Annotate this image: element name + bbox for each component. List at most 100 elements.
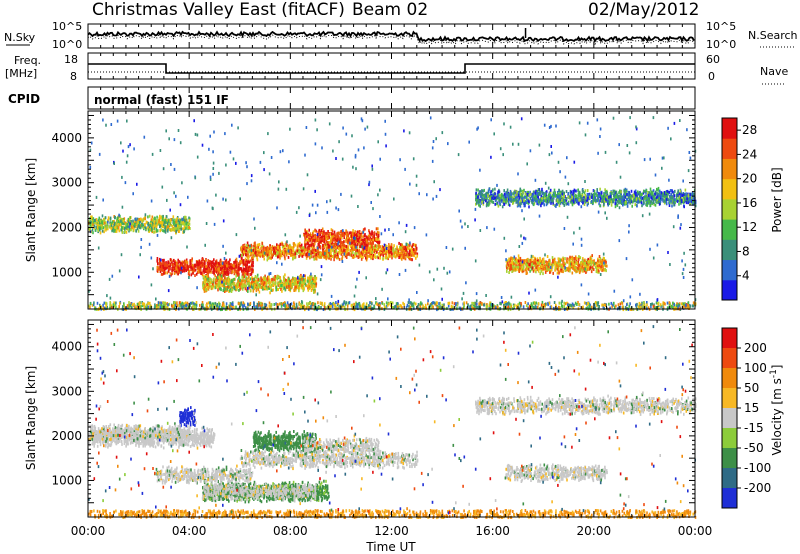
nsky-line xyxy=(87,30,695,43)
power-echo xyxy=(246,277,248,281)
power-echo xyxy=(305,248,307,252)
power-echo xyxy=(135,225,137,229)
power-echo xyxy=(181,262,183,266)
power-echo xyxy=(235,265,237,269)
power-echo xyxy=(203,262,206,266)
power-echo xyxy=(229,287,232,291)
power-echo xyxy=(335,255,338,259)
power-echo xyxy=(378,254,380,258)
power-echo xyxy=(158,222,161,226)
power-echo xyxy=(325,240,328,244)
power-echo xyxy=(352,251,354,255)
power-echo xyxy=(181,264,184,268)
power-echo xyxy=(552,263,554,267)
power-echo xyxy=(163,271,165,275)
power-echo xyxy=(268,275,270,279)
power-echo xyxy=(164,271,167,275)
power-echo xyxy=(276,275,279,279)
power-echo xyxy=(270,246,272,250)
power-echo xyxy=(175,266,177,270)
power-echo xyxy=(148,229,150,233)
power-echo xyxy=(187,266,189,270)
power-echo xyxy=(224,262,227,266)
power-echo xyxy=(508,257,510,261)
power-echo xyxy=(234,268,236,272)
power-echo xyxy=(173,222,175,226)
power-echo xyxy=(207,277,209,281)
power-echo xyxy=(89,223,91,227)
power-echo xyxy=(92,217,95,221)
power-echo xyxy=(630,189,633,193)
power-echo xyxy=(591,260,594,264)
power-echo xyxy=(372,236,374,240)
power-echo xyxy=(240,267,242,271)
cpid-label: CPID xyxy=(8,92,40,106)
power-echo xyxy=(93,221,96,225)
nave-tick-top: 60 xyxy=(706,53,720,66)
power-echo xyxy=(103,230,105,234)
power-echo xyxy=(187,267,189,271)
power-echo xyxy=(163,220,165,224)
power-echo xyxy=(133,222,136,226)
power-echo xyxy=(122,219,125,223)
power-echo xyxy=(176,261,178,265)
power-echo xyxy=(203,287,205,291)
power-echo xyxy=(322,232,324,236)
nave-tick-bottom: 0 xyxy=(708,70,715,83)
power-echo xyxy=(364,233,366,236)
power-echo xyxy=(161,224,163,228)
power-echo xyxy=(307,282,310,286)
power-echo xyxy=(226,267,229,271)
power-echo xyxy=(219,272,221,276)
power-echo xyxy=(236,260,238,264)
power-echo xyxy=(159,225,161,229)
power-echo xyxy=(202,262,205,266)
power-echo xyxy=(154,216,156,220)
power-echo xyxy=(169,262,172,266)
power-echo xyxy=(244,280,246,283)
power-echo xyxy=(155,229,158,233)
power-echo xyxy=(213,258,215,262)
power-echo xyxy=(91,228,94,232)
power-echo xyxy=(199,263,202,267)
power-echo xyxy=(304,237,306,241)
power-echo xyxy=(125,225,127,229)
power-echo xyxy=(554,264,557,268)
power-echo xyxy=(323,244,326,248)
power-echo xyxy=(568,257,570,261)
power-echo xyxy=(314,228,316,232)
power-echo xyxy=(326,231,329,235)
power-echo xyxy=(590,263,592,267)
power-echo xyxy=(294,256,296,260)
power-echo xyxy=(299,253,302,257)
power-echo xyxy=(338,246,340,250)
power-echo xyxy=(361,242,363,246)
power-echo xyxy=(210,267,213,271)
power-echo xyxy=(186,264,188,268)
power-echo xyxy=(368,254,371,258)
power-echo xyxy=(224,269,226,273)
power-echo xyxy=(368,237,370,241)
power-echo xyxy=(594,265,597,269)
power-echo xyxy=(177,227,179,231)
freq-tick-bottom: 8 xyxy=(70,70,77,83)
power-echo xyxy=(496,202,498,206)
power-echo xyxy=(97,223,99,227)
power-echo xyxy=(285,279,288,283)
power-echo xyxy=(214,264,217,267)
power-echo xyxy=(152,225,155,229)
power-echo xyxy=(243,283,245,287)
power-echo xyxy=(214,278,217,282)
power-echo xyxy=(271,277,273,281)
power-echo xyxy=(235,288,237,292)
power-echo xyxy=(636,204,638,208)
power-echo xyxy=(394,247,397,251)
power-echo xyxy=(602,267,604,271)
power-echo xyxy=(173,228,175,232)
power-echo xyxy=(211,264,213,268)
power-echo xyxy=(147,224,149,228)
power-echo xyxy=(148,214,151,218)
power-echo xyxy=(329,232,332,236)
power-echo xyxy=(242,263,245,267)
power-echo xyxy=(554,260,557,264)
